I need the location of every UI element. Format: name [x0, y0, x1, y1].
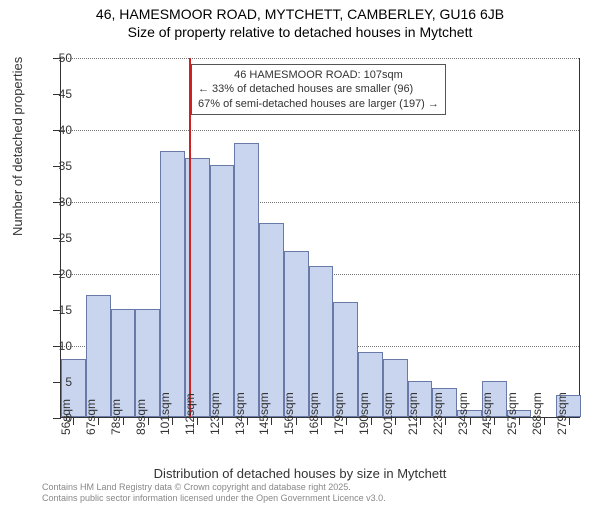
- histogram-bar: [160, 151, 185, 417]
- x-tick: [420, 417, 421, 425]
- annotation-line-2: ← 33% of detached houses are smaller (96…: [198, 82, 439, 96]
- x-tick: [222, 417, 223, 425]
- x-tick: [519, 417, 520, 425]
- y-tick-label: 30: [59, 195, 72, 209]
- page-subtitle: Size of property relative to detached ho…: [0, 24, 600, 40]
- y-tick: [53, 382, 61, 383]
- chart-area: 46 HAMESMOOR ROAD: 107sqm ← 33% of detac…: [60, 58, 580, 418]
- annotation-line-1: 46 HAMESMOOR ROAD: 107sqm: [198, 68, 439, 82]
- y-tick-label: 20: [59, 267, 72, 281]
- x-tick: [73, 417, 74, 425]
- y-tick-label: 35: [59, 159, 72, 173]
- y-tick-label: 25: [59, 231, 72, 245]
- gridline: [61, 130, 579, 131]
- plot: 46 HAMESMOOR ROAD: 107sqm ← 33% of detac…: [60, 58, 580, 418]
- x-tick: [172, 417, 173, 425]
- x-tick: [271, 417, 272, 425]
- x-tick: [123, 417, 124, 425]
- y-tick-label: 15: [59, 303, 72, 317]
- y-axis-label: Number of detached properties: [10, 57, 25, 236]
- annotation-line-3: 67% of semi-detached houses are larger (…: [198, 97, 439, 111]
- y-tick-label: 5: [65, 375, 72, 389]
- gridline: [61, 202, 579, 203]
- histogram-bar: [259, 223, 284, 417]
- x-axis-label: Distribution of detached houses by size …: [0, 466, 600, 481]
- histogram-bar: [234, 143, 259, 417]
- y-tick-label: 40: [59, 123, 72, 137]
- x-tick: [197, 417, 198, 425]
- histogram-bar: [210, 165, 235, 417]
- y-tick-label: 10: [59, 339, 72, 353]
- footer-line-1: Contains HM Land Registry data © Crown c…: [42, 482, 386, 493]
- x-tick: [321, 417, 322, 425]
- x-tick: [395, 417, 396, 425]
- gridline: [61, 58, 579, 59]
- x-tick: [296, 417, 297, 425]
- footer: Contains HM Land Registry data © Crown c…: [42, 482, 386, 504]
- x-tick: [494, 417, 495, 425]
- y-tick-label: 50: [59, 51, 72, 65]
- footer-line-2: Contains public sector information licen…: [42, 493, 386, 504]
- x-tick: [98, 417, 99, 425]
- page-title: 46, HAMESMOOR ROAD, MYTCHETT, CAMBERLEY,…: [0, 6, 600, 22]
- y-tick-label: 45: [59, 87, 72, 101]
- annotation-box: 46 HAMESMOOR ROAD: 107sqm ← 33% of detac…: [191, 64, 446, 115]
